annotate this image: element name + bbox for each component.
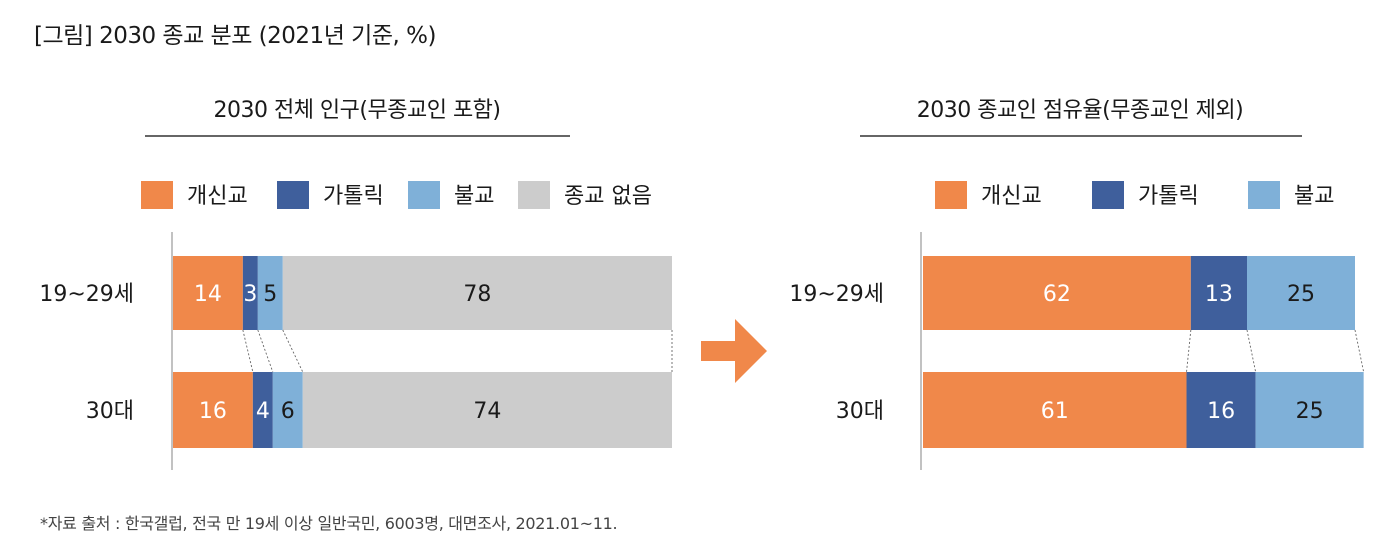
legend-swatch — [935, 181, 967, 209]
data-label: 14 — [194, 282, 222, 307]
category-label: 30대 — [836, 399, 884, 424]
bar-segment — [282, 256, 672, 330]
figure-title: [그림] 2030 종교 분포 (2021년 기준, %) — [34, 23, 436, 49]
data-label: 3 — [243, 282, 257, 307]
legend-swatch — [408, 181, 440, 209]
legend-label: 가톨릭 — [1138, 184, 1199, 209]
bar-segment — [272, 372, 303, 448]
bar-segment — [1186, 372, 1256, 448]
bar-segment — [1190, 256, 1247, 330]
bar-segment — [1247, 256, 1355, 330]
source-note: *자료 출처 : 한국갤럽, 전국 만 19세 이상 일반국민, 6003명, … — [40, 514, 618, 533]
bar-segment — [242, 256, 258, 330]
connector-line — [1246, 329, 1257, 373]
legend-label: 불교 — [1294, 184, 1334, 209]
legend-swatch — [141, 181, 173, 209]
chart-title: 2030 종교인 점유율(무종교인 제외) — [917, 98, 1244, 123]
data-label: 78 — [463, 282, 491, 307]
bar-segment — [923, 256, 1191, 330]
legend-label: 개신교 — [187, 184, 248, 209]
data-label: 4 — [256, 399, 270, 424]
data-label: 16 — [1207, 399, 1235, 424]
right-arrow-icon — [701, 319, 767, 383]
category-label: 30대 — [86, 399, 134, 424]
category-label: 19~29세 — [789, 282, 884, 307]
connector-line — [1186, 329, 1192, 373]
legend-swatch — [518, 181, 550, 209]
bar-segment — [1255, 372, 1364, 448]
connector-line — [242, 329, 254, 373]
category-label: 19~29세 — [39, 282, 134, 307]
data-label: 25 — [1296, 399, 1324, 424]
chart-title: 2030 전체 인구(무종교인 포함) — [213, 98, 500, 123]
data-label: 62 — [1043, 282, 1071, 307]
bar-segment — [923, 372, 1187, 448]
connector-line — [282, 329, 304, 373]
chart-panel-1: 2030 전체 인구(무종교인 포함) 개신교 가톨릭 불교 종교 없음 19~29세 14… — [39, 98, 673, 470]
legend-swatch — [277, 181, 309, 209]
data-label: 16 — [199, 399, 227, 424]
data-label: 25 — [1287, 282, 1315, 307]
data-label: 13 — [1205, 282, 1233, 307]
bar-segment — [257, 256, 283, 330]
connector-line — [1354, 329, 1365, 373]
legend-label: 가톨릭 — [323, 184, 384, 209]
legend-swatch — [1248, 181, 1280, 209]
data-label: 5 — [263, 282, 277, 307]
bar-segment — [173, 256, 243, 330]
data-label: 6 — [281, 399, 295, 424]
bar-segment — [173, 372, 253, 448]
bar-segment — [302, 372, 672, 448]
legend-label: 종교 없음 — [564, 184, 652, 209]
chart-panel-2: 2030 종교인 점유율(무종교인 제외) 개신교 가톨릭 불교 19~29세 62 13 2… — [789, 98, 1365, 470]
data-label: 61 — [1041, 399, 1069, 424]
data-label: 74 — [473, 399, 501, 424]
legend-swatch — [1092, 181, 1124, 209]
bar-segment — [252, 372, 273, 448]
legend-label: 불교 — [454, 184, 494, 209]
legend-label: 개신교 — [981, 184, 1042, 209]
connector-line — [257, 329, 274, 373]
